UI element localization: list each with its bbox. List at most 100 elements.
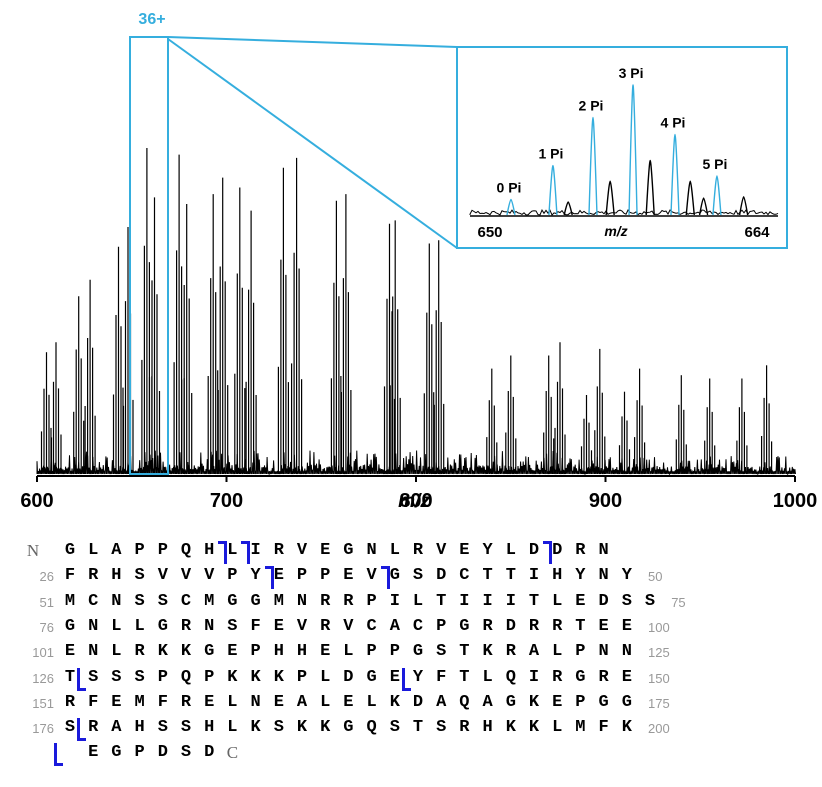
residue: G [366,667,377,687]
residue: K [320,718,331,738]
residue: K [505,718,516,738]
phosphoform-peak [548,164,558,216]
cleavage-marker [77,718,87,742]
inset-panel: 0 Pi 1 Pi 2 Pi 3 Pi 4 Pi 5 Pi 650 664 m/z [456,46,788,249]
residue: H [204,541,215,560]
residue: T [459,642,470,662]
residue: A [389,616,400,636]
residue: L [111,642,122,662]
residue: D [598,591,609,611]
spectrum-peaks [40,148,773,474]
residue: A [296,692,308,712]
residue: G [250,591,261,611]
residue: T [482,566,493,586]
residue: V [296,541,308,560]
residue: P [250,642,261,662]
phosphoform-peak [712,175,722,216]
residue: V [366,566,377,586]
sequence-row: 126 T S S S P Q P K K K P L D G E Y F T L Q I R G R E 150 [0,667,822,693]
residue: R [552,667,563,687]
residue: P [320,566,331,586]
residue: A [482,692,493,712]
sequence-row: 101 E N L R K K G E P H H E L P P G S T K R A L P N N 125 [0,641,822,667]
highlight-box [129,36,169,475]
residue: D [204,743,215,763]
residue-end-number: 100 [648,619,670,635]
residue: R [88,718,99,738]
residue: G [621,692,632,712]
residue: F [436,667,447,687]
residue: E [621,616,632,636]
residue: D [552,541,563,560]
residue: M [575,718,586,738]
residue: A [111,541,122,560]
residue: S [88,667,99,687]
inset-x-label: m/z [604,223,627,239]
residue: G [343,718,354,738]
x-tick-label: 700 [210,490,243,512]
x-tick-label: 900 [589,490,622,512]
inset-peak-labels: 0 Pi 1 Pi 2 Pi 3 Pi 4 Pi 5 Pi [497,65,728,195]
baseline-noise [36,450,796,476]
residue: H [296,642,308,662]
residue: V [180,566,192,586]
residue-end-number: 150 [648,670,670,686]
residue: E [320,642,331,662]
residue: I [528,667,540,687]
residue: M [273,591,284,611]
residue: L [552,718,563,738]
residue: T [505,566,516,586]
residue: I [459,591,470,611]
residue: V [296,616,308,636]
residue: P [389,642,400,662]
cleavage-marker [264,566,274,590]
residue-start-number: 76 [39,619,54,635]
residue: C [412,616,424,636]
residue: P [436,616,447,636]
residue: Q [366,718,377,738]
residue: S [157,718,168,738]
residue: E [598,616,609,636]
residue: T [436,591,447,611]
residue: K [621,718,632,738]
residue: P [366,642,377,662]
residue: D [528,541,540,560]
residue-end-number: 50 [648,569,663,585]
residue: R [343,591,354,611]
residue: T [64,667,76,687]
residue-end-number: 125 [648,645,670,661]
residue: K [482,642,493,662]
residue: I [250,541,261,560]
phosphoform-peak [506,198,516,216]
residue: L [343,642,354,662]
sequence-row: 76 G N L L G R N S F E V R V C A C P G R D R R T E E 100 [0,616,822,642]
cleavage-marker [380,566,390,590]
residue: M [134,692,145,712]
phosphoform-label: 5 Pi [702,156,727,172]
residue: G [505,692,516,712]
residue: P [134,541,145,560]
residue: F [598,718,609,738]
x-axis-ticks: 600 700 800 900 1000 [20,476,817,512]
residue: H [552,566,563,586]
residue: S [134,667,145,687]
phosphoform-label: 0 Pi [497,179,522,195]
cleavage-marker [218,541,228,564]
residue: E [552,692,563,712]
zoom-line-bottom [167,38,458,249]
residue: G [157,616,168,636]
residue: S [180,743,192,763]
residue: R [459,718,470,738]
residue: Y [412,667,424,687]
residue: V [436,541,447,560]
residue: S [227,616,238,636]
residue: D [436,566,447,586]
inset-peak [563,201,573,216]
residue: L [320,692,331,712]
phosphoform-peak [588,116,598,216]
residue: E [621,667,632,687]
residue: F [88,692,99,712]
inset-baseline [469,209,779,216]
residue: N [111,591,122,611]
